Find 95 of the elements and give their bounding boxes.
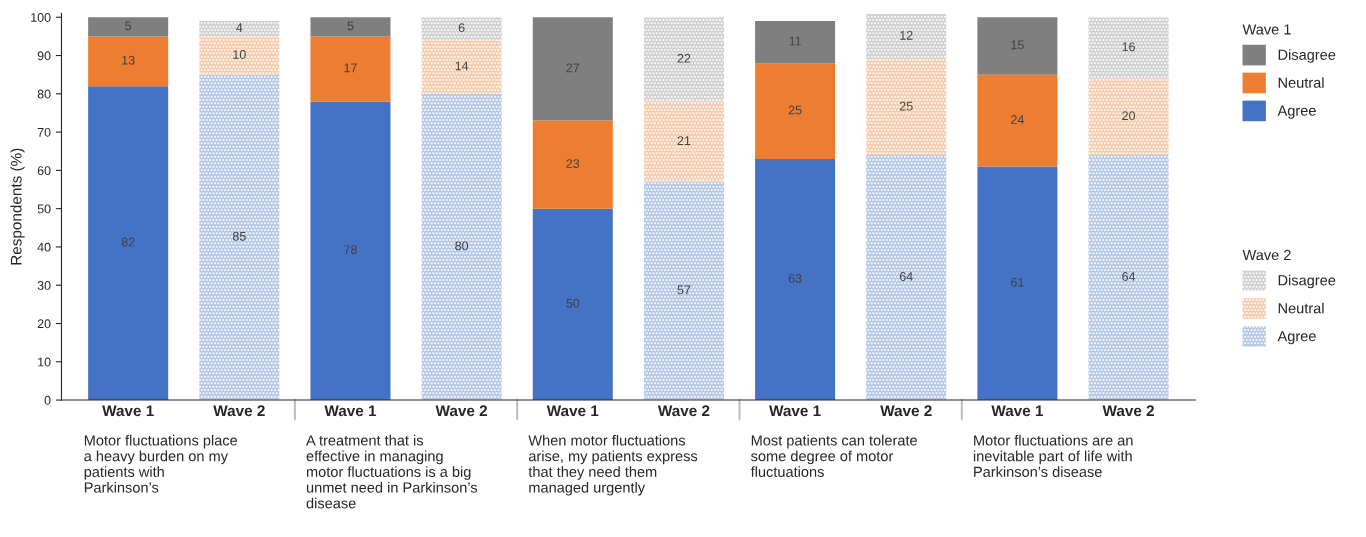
y-tick-label: 70 (37, 127, 51, 137)
text: Wave 1 (1242, 24, 1291, 35)
bar (755, 63, 836, 159)
data-label: 64 (899, 272, 913, 281)
bar (199, 21, 280, 37)
data-label: 80 (455, 241, 469, 251)
data-label: 63 (788, 273, 802, 283)
x-tick-label: Wave 2 (435, 405, 488, 417)
bar (199, 36, 280, 75)
data-label: 15 (1011, 40, 1024, 50)
text: Wave 2 (1242, 249, 1291, 261)
data-label: 57 (677, 285, 691, 295)
x-tick-label: Wave 2 (657, 405, 710, 417)
data-label: 25 (788, 105, 802, 115)
bar (199, 74, 280, 401)
y-tick-label: 80 (37, 89, 51, 99)
y-tick-label: 20 (37, 319, 51, 329)
bar (532, 120, 613, 209)
x-tick-label: Wave 2 (1102, 405, 1154, 417)
bar (310, 101, 391, 401)
legend-label: Disagree (1278, 49, 1336, 63)
legend-label: Disagree (1278, 274, 1336, 289)
y-tick-label: 100 (31, 13, 51, 22)
bar (1088, 17, 1169, 79)
y-tick-label: 10 (38, 357, 51, 367)
bar (421, 40, 502, 94)
text: Most patients can tolerate some degree of motor fluctuations (750, 434, 917, 477)
data-label: 78 (344, 245, 357, 255)
bar (755, 21, 836, 64)
data-label: 21 (677, 136, 691, 145)
x-tick-label: Wave 1 (991, 405, 1044, 417)
data-label: 61 (1011, 277, 1024, 287)
data-label: 14 (455, 61, 469, 71)
data-label: 16 (1122, 42, 1135, 52)
data-label: 17 (344, 63, 357, 73)
bar (643, 101, 724, 182)
text: Motor fluctuations are an inevitable part of life with Parkinson’s disease (973, 434, 1133, 477)
x-tick-label: Wave 1 (324, 405, 377, 417)
bar (88, 36, 169, 87)
bar (866, 13, 947, 60)
data-label: 23 (566, 159, 580, 168)
data-label: 13 (122, 55, 135, 65)
x-tick-label: Wave 2 (213, 405, 265, 417)
legend-label: Agree (1277, 105, 1316, 119)
bar (866, 155, 947, 401)
data-label: 6 (458, 23, 465, 33)
data-label: 85 (232, 231, 246, 241)
y-tick-label: 50 (37, 204, 51, 214)
y-tick-label: 40 (37, 242, 51, 252)
data-label: 10 (233, 50, 246, 59)
bar (866, 59, 947, 156)
bar (310, 17, 391, 37)
x-tick-label: Wave 1 (546, 405, 599, 417)
bar (88, 17, 169, 37)
bar (755, 158, 836, 401)
y-tick-label: 60 (37, 166, 51, 176)
bar (1088, 78, 1169, 156)
text: A treatment that is effective in managing motor fluctuations is a big unmet need in Parkinson’s disease (306, 434, 478, 509)
y-axis-title: Respondents (%) (10, 148, 25, 265)
bar (421, 17, 502, 41)
bar (643, 181, 724, 401)
bar (532, 17, 613, 121)
data-label: 12 (900, 30, 913, 40)
bar (643, 17, 724, 102)
y-tick-label: 90 (37, 51, 51, 61)
data-label: 27 (566, 63, 580, 73)
data-label: 50 (566, 298, 580, 308)
bar (88, 86, 169, 401)
data-label: 4 (236, 23, 243, 32)
bar (421, 93, 502, 401)
data-label: 5 (125, 21, 132, 31)
data-label: 64 (1122, 272, 1136, 281)
legend-label: Neutral (1278, 302, 1324, 314)
data-label: 82 (121, 237, 135, 247)
y-tick-label: 30 (37, 281, 51, 290)
legend-label: Neutral (1278, 77, 1324, 88)
data-label: 5 (347, 21, 354, 31)
data-label: 25 (899, 101, 913, 111)
data-label: 20 (1122, 111, 1136, 121)
bar (1088, 155, 1169, 401)
x-tick-label: Wave 1 (769, 405, 821, 417)
x-tick-label: Wave 1 (102, 405, 154, 417)
bar (310, 36, 391, 102)
data-label: 22 (677, 53, 691, 63)
data-label: 11 (789, 36, 801, 46)
text: Motor fluctuations place a heavy burden on my patients with Parkinson’s (84, 434, 238, 493)
y-tick-label: 0 (44, 395, 51, 405)
x-tick-label: Wave 2 (880, 405, 932, 417)
data-label: 24 (1011, 115, 1024, 124)
text: When motor fluctuations arise, my patients express that they need them managed urgently (528, 434, 698, 496)
bar (532, 208, 613, 401)
bar (977, 166, 1058, 401)
legend-label: Agree (1277, 331, 1316, 345)
bar (977, 17, 1058, 75)
bar (977, 74, 1058, 167)
